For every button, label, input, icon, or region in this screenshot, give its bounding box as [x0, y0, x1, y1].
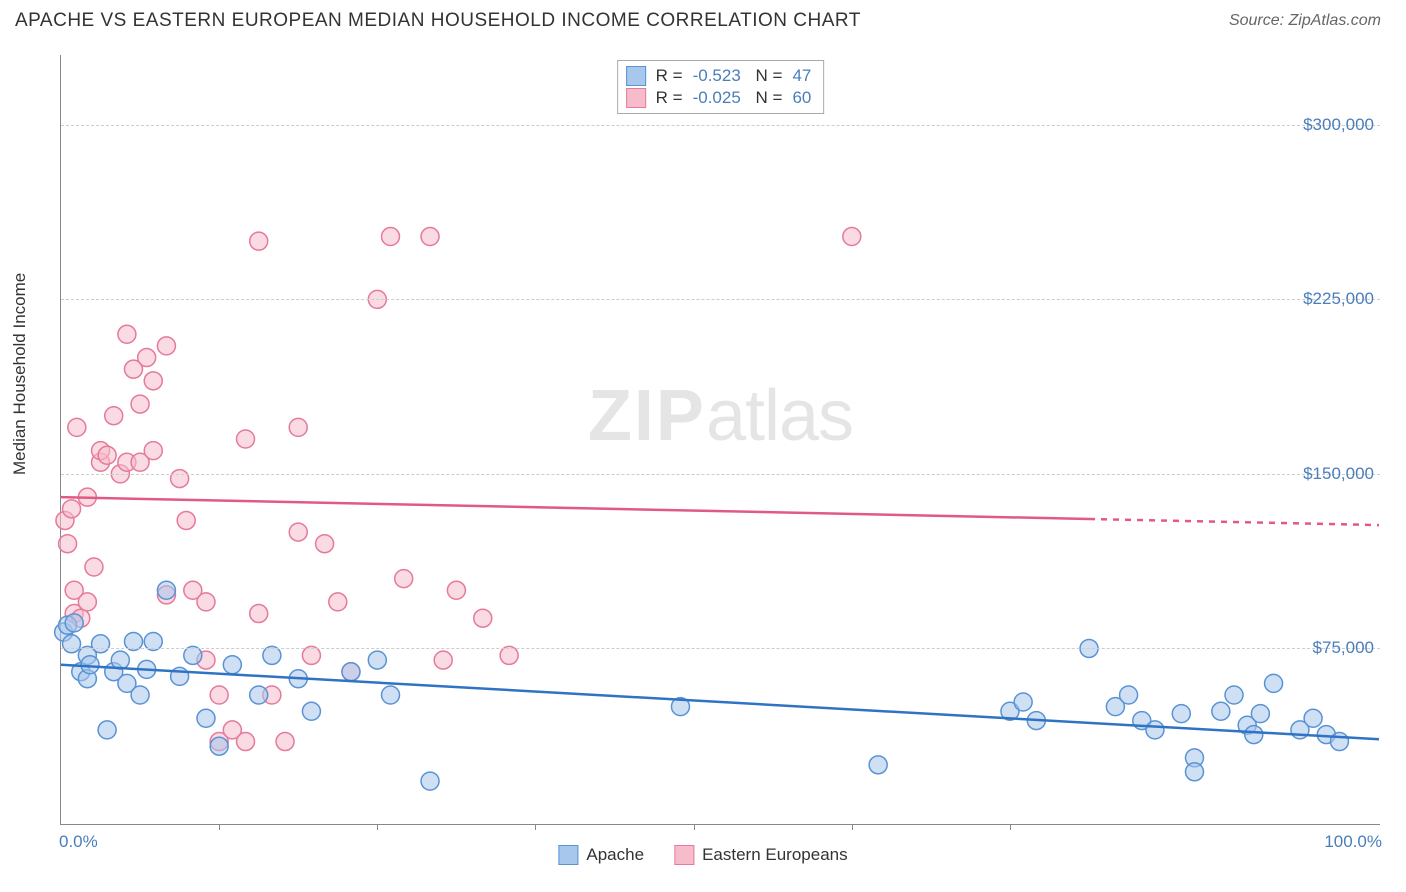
data-point — [368, 651, 386, 669]
data-point — [869, 756, 887, 774]
data-point — [1251, 705, 1269, 723]
data-point — [1330, 733, 1348, 751]
data-point — [105, 407, 123, 425]
data-point — [197, 709, 215, 727]
data-point — [395, 570, 413, 588]
data-point — [421, 228, 439, 246]
data-point — [843, 228, 861, 246]
source-label: Source: ZipAtlas.com — [1229, 12, 1381, 30]
swatch-eastern-european — [626, 88, 646, 108]
trend-line — [61, 497, 1089, 519]
data-point — [78, 593, 96, 611]
plot-svg — [61, 55, 1380, 824]
data-point — [250, 605, 268, 623]
r-value-b: -0.025 — [693, 88, 741, 108]
data-point — [210, 737, 228, 755]
y-tick-label: $225,000 — [1303, 289, 1380, 309]
data-point — [223, 656, 241, 674]
data-point — [85, 558, 103, 576]
bottom-legend: Apache Eastern Europeans — [558, 845, 847, 865]
stats-legend: R = -0.523 N = 47 R = -0.025 N = 60 — [617, 60, 825, 114]
data-point — [316, 535, 334, 553]
data-point — [289, 418, 307, 436]
data-point — [131, 686, 149, 704]
chart-title: APACHE VS EASTERN EUROPEAN MEDIAN HOUSEH… — [15, 10, 861, 32]
data-point — [111, 651, 129, 669]
n-value-b: 60 — [792, 88, 811, 108]
data-point — [59, 535, 77, 553]
data-point — [81, 656, 99, 674]
data-point — [1172, 705, 1190, 723]
data-point — [250, 686, 268, 704]
y-axis-label: Median Household Income — [10, 273, 30, 475]
legend-item-apache: Apache — [558, 845, 644, 865]
data-point — [157, 581, 175, 599]
data-point — [434, 651, 452, 669]
data-point — [65, 614, 83, 632]
data-point — [144, 442, 162, 460]
x-label-min: 0.0% — [59, 832, 98, 852]
data-point — [1265, 674, 1283, 692]
data-point — [171, 470, 189, 488]
chart-container: Median Household Income ZIPatlas R = -0.… — [15, 45, 1391, 875]
legend-item-eastern-european: Eastern Europeans — [674, 845, 848, 865]
data-point — [1014, 693, 1032, 711]
data-point — [237, 733, 255, 751]
x-label-max: 100.0% — [1324, 832, 1382, 852]
swatch-eastern-european-icon — [674, 845, 694, 865]
trend-line — [1089, 519, 1379, 525]
y-tick-label: $300,000 — [1303, 115, 1380, 135]
plot-area: ZIPatlas R = -0.523 N = 47 R = -0.025 N … — [60, 55, 1380, 825]
legend-label-eastern-european: Eastern Europeans — [702, 845, 848, 865]
data-point — [382, 228, 400, 246]
data-point — [1212, 702, 1230, 720]
data-point — [1225, 686, 1243, 704]
data-point — [342, 663, 360, 681]
data-point — [1120, 686, 1138, 704]
swatch-apache-icon — [558, 845, 578, 865]
data-point — [68, 418, 86, 436]
data-point — [138, 349, 156, 367]
n-value-a: 47 — [792, 66, 811, 86]
data-point — [237, 430, 255, 448]
data-point — [177, 511, 195, 529]
stats-row-b: R = -0.025 N = 60 — [626, 87, 812, 109]
y-tick-label: $150,000 — [1303, 464, 1380, 484]
data-point — [421, 772, 439, 790]
y-tick-label: $75,000 — [1313, 638, 1380, 658]
data-point — [250, 232, 268, 250]
data-point — [447, 581, 465, 599]
data-point — [302, 702, 320, 720]
data-point — [289, 523, 307, 541]
data-point — [1304, 709, 1322, 727]
data-point — [144, 372, 162, 390]
r-value-a: -0.523 — [693, 66, 741, 86]
data-point — [131, 395, 149, 413]
data-point — [197, 593, 215, 611]
data-point — [1185, 763, 1203, 781]
data-point — [210, 686, 228, 704]
data-point — [118, 325, 136, 343]
data-point — [63, 635, 81, 653]
data-point — [92, 635, 110, 653]
data-point — [382, 686, 400, 704]
stats-row-a: R = -0.523 N = 47 — [626, 65, 812, 87]
data-point — [1245, 726, 1263, 744]
data-point — [98, 446, 116, 464]
legend-label-apache: Apache — [586, 845, 644, 865]
data-point — [329, 593, 347, 611]
data-point — [474, 609, 492, 627]
swatch-apache — [626, 66, 646, 86]
data-point — [157, 337, 175, 355]
data-point — [98, 721, 116, 739]
data-point — [63, 500, 81, 518]
data-point — [1146, 721, 1164, 739]
data-point — [276, 733, 294, 751]
